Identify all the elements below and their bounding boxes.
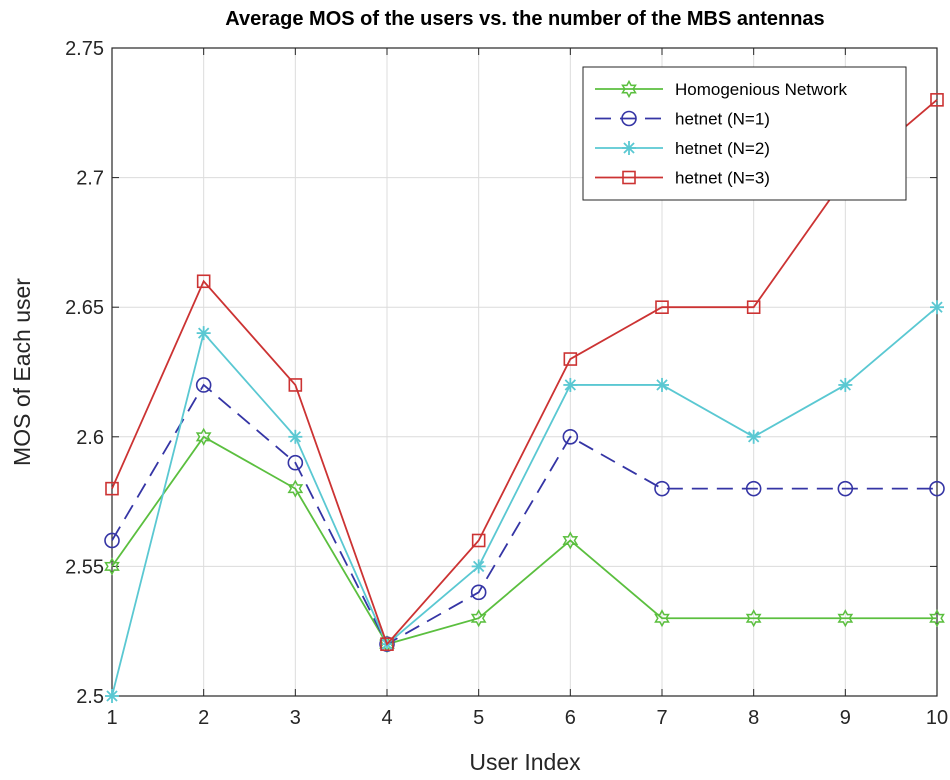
legend-entry: Homogenious Network [595, 79, 847, 99]
series-1 [104, 427, 945, 654]
data-point [288, 378, 303, 392]
series-3 [105, 300, 944, 703]
x-tick-label: 9 [840, 707, 851, 729]
data-point [104, 532, 120, 549]
data-point [746, 429, 761, 444]
data-point [104, 557, 120, 576]
plot-area [111, 47, 938, 697]
chart-title: Average MOS of the users vs. the number … [225, 8, 824, 30]
legend-marker [622, 141, 636, 155]
data-point [195, 427, 212, 446]
data-point [746, 300, 761, 315]
data-point [654, 480, 670, 497]
data-point [837, 609, 854, 628]
data-point [287, 454, 304, 471]
x-tick-label: 3 [290, 707, 301, 729]
data-point [470, 584, 487, 601]
x-tick-label: 4 [381, 707, 392, 729]
series-2 [104, 377, 945, 652]
data-point [196, 326, 211, 341]
data-point [930, 300, 944, 315]
data-point [655, 300, 669, 315]
y-tick-label: 2.55 [65, 556, 104, 578]
data-point [287, 479, 304, 498]
data-point [745, 480, 762, 497]
legend-label: hetnet (N=3) [675, 169, 770, 188]
data-point [838, 377, 853, 392]
legend-entry: hetnet (N=3) [595, 169, 770, 188]
legend: Homogenious Network hetnet (N=1) hetnet (N… [582, 66, 907, 201]
data-point [105, 689, 119, 703]
data-point [930, 93, 944, 107]
data-point [929, 609, 945, 628]
y-axis-label: MOS of Each user [9, 278, 35, 466]
y-tick-label: 2.65 [65, 297, 104, 319]
data-point [562, 531, 579, 550]
series-line [111, 99, 938, 646]
data-point [562, 428, 579, 445]
x-tick-label: 8 [748, 707, 759, 729]
series-line [111, 383, 937, 646]
x-tick-label: 1 [106, 707, 117, 729]
data-point [563, 352, 578, 366]
data-point [563, 377, 578, 392]
ticks: 1 2 3 4 5 6 7 8 9 10 2.5 2.55 2.6 2.65 2.7 2.75 [65, 38, 948, 729]
data-point [745, 609, 762, 628]
data-point [837, 480, 854, 497]
legend-entry: hetnet (N=1) [595, 110, 770, 129]
x-tick-label: 2 [198, 707, 209, 729]
data-point [196, 274, 211, 289]
data-point [471, 533, 486, 548]
legend-marker [622, 170, 636, 185]
legend-marker [621, 110, 637, 127]
data-point [105, 481, 119, 496]
data-point [195, 377, 212, 393]
y-tick-label: 2.6 [76, 427, 104, 449]
data-point [655, 377, 669, 392]
y-tick-label: 2.5 [76, 686, 104, 708]
x-tick-label: 10 [926, 707, 948, 729]
data-point [654, 609, 670, 628]
data-point [288, 429, 303, 444]
series-line [111, 435, 937, 646]
legend-label: hetnet (N=2) [675, 139, 770, 158]
x-tick-label: 5 [473, 707, 484, 729]
legend-label: hetnet (N=1) [675, 110, 770, 129]
legend-entry: hetnet (N=2) [595, 139, 770, 158]
data-point [471, 559, 486, 574]
legend-label: Homogenious Network [675, 80, 847, 99]
x-tick-label: 6 [565, 707, 576, 729]
data-point [929, 480, 945, 497]
series-line [111, 306, 938, 697]
data-point [470, 609, 487, 628]
legend-marker [621, 79, 637, 99]
x-tick-label: 7 [656, 707, 667, 729]
x-axis-label: User Index [469, 749, 581, 775]
data-point [380, 637, 394, 651]
y-tick-label: 2.7 [76, 168, 104, 190]
y-tick-label: 2.75 [65, 38, 104, 60]
